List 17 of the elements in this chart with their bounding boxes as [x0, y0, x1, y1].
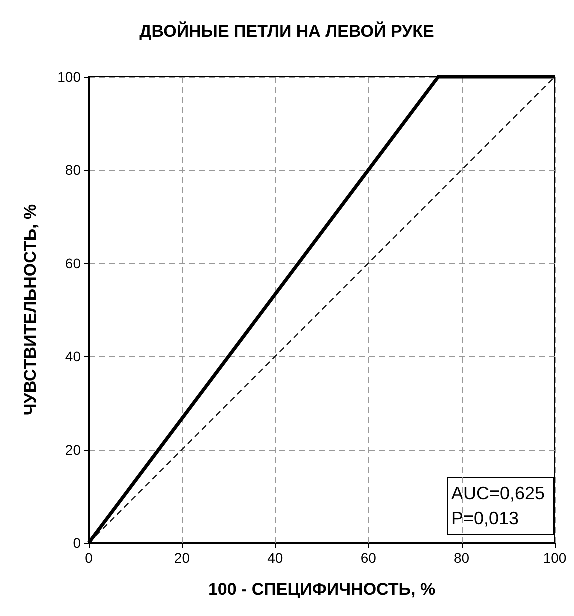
- annotation: AUC=0,625: [451, 484, 546, 504]
- x-tick-label: 60: [360, 550, 377, 566]
- y-tick-label: 20: [65, 442, 82, 458]
- y-tick-label: 40: [65, 348, 82, 365]
- y-tick-label: 0: [73, 535, 82, 551]
- annotation: P=0,013: [451, 508, 520, 528]
- x-tick-label: 100: [543, 550, 567, 566]
- y-tick-label: 60: [65, 255, 82, 272]
- y-tick-label: 100: [58, 69, 82, 85]
- y-axis-title: ЧУВСТВИТЕЛЬНОСТЬ, %: [21, 204, 40, 416]
- y-tick-label: 80: [65, 162, 82, 178]
- x-tick-label: 80: [454, 550, 470, 566]
- x-tick-label: 40: [268, 550, 284, 566]
- x-tick-label: 20: [174, 550, 190, 566]
- x-axis-title: 100 - СПЕЦИФИЧНОСТЬ, %: [208, 580, 436, 599]
- chart-title: ДВОЙНЫЕ ПЕТЛИ НА ЛЕВОЙ РУКЕ: [140, 21, 434, 41]
- x-tick-label: 0: [85, 550, 94, 566]
